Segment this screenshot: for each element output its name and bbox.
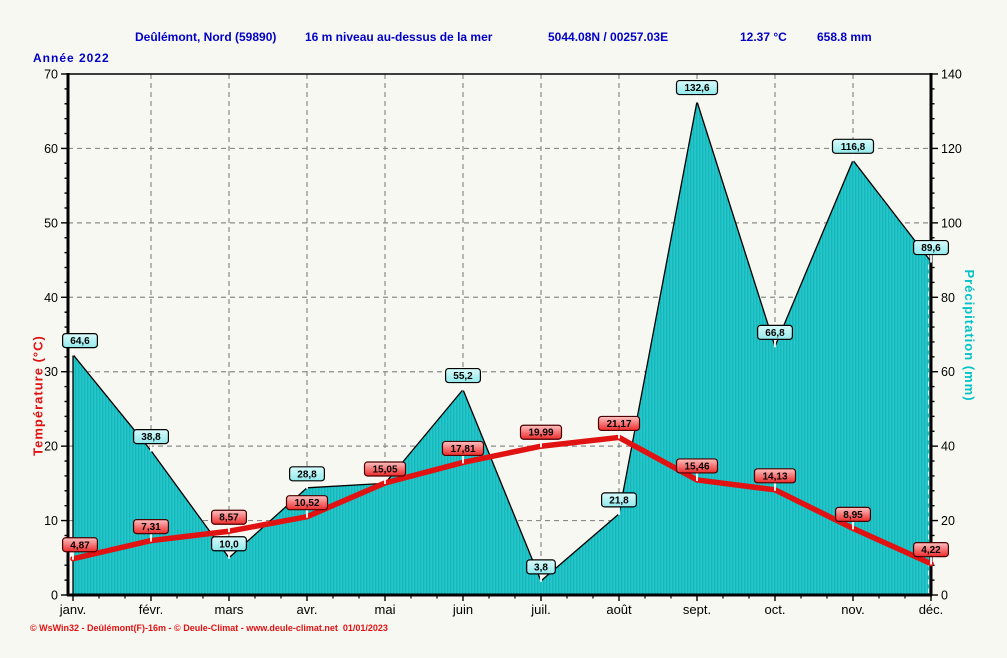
year-label: Année 2022	[33, 51, 110, 65]
temperature-point-label-text: 14,13	[762, 471, 787, 482]
precipitation-point-label-text: 66,8	[765, 328, 785, 339]
header-mean-temperature: 12.37 °C	[740, 30, 787, 44]
temperature-point-label-text: 4,87	[70, 540, 90, 551]
right-axis-tick-label: 80	[941, 291, 955, 305]
temperature-point-label-box	[519, 424, 563, 440]
temperature-point-label-text: 15,46	[684, 461, 709, 472]
precipitation-point-label-text: 10,0	[219, 539, 239, 550]
axes: 0 10 20 30 40 50 60 70 0 20 40 60 80 100 120 140 janv. fé…	[44, 68, 962, 618]
temperature-line-path	[70, 434, 934, 567]
temperature-point-label-box	[675, 458, 719, 474]
temperature-point-label-box	[597, 415, 641, 432]
precipitation-point-label-box	[133, 429, 170, 445]
month-label: oct.	[765, 602, 786, 617]
month-label: nov.	[841, 602, 865, 617]
right-axis-tick-label: 40	[941, 440, 955, 454]
header-coordinates: 5044.08N / 00257.03E	[548, 30, 669, 44]
temperature-point-label-text: 21,17	[606, 419, 631, 430]
temperature-point-label-box	[441, 440, 485, 457]
footer-credit: © WsWin32 - Deûlémont(F)-16m - © Deule-C…	[30, 623, 388, 633]
right-axis-tick-label: 60	[941, 365, 955, 379]
precipitation-area	[72, 101, 932, 596]
header-total-precipitation: 658.8 mm	[817, 30, 872, 44]
month-label: mars	[215, 602, 244, 617]
data-point-labels: 64,6 38,8 10,0 28,8 55,2 3,8 21,8 132,6 66,8 116,…	[61, 79, 949, 582]
temperature-point-label-box	[834, 506, 871, 522]
month-label: juin	[452, 602, 473, 617]
precipitation-point-label-box	[600, 492, 637, 508]
right-axis-tick-label: 20	[941, 514, 955, 528]
month-label: août	[606, 602, 632, 617]
temperature-point-label-box	[753, 468, 797, 484]
temperature-line	[70, 434, 934, 567]
precipitation-point-label-box	[526, 559, 556, 575]
right-axis-tick-label: 100	[941, 216, 962, 230]
precipitation-point-label-text: 55,2	[453, 371, 473, 382]
temperature-point-label-text: 8,95	[843, 510, 863, 521]
header-station: Deûlémont, Nord (59890)	[135, 30, 277, 44]
temperature-point-label-box	[133, 518, 170, 535]
left-axis-tick-label: 60	[44, 142, 58, 156]
precipitation-area-shape	[72, 101, 932, 596]
month-label: mai	[375, 602, 396, 617]
left-axis-tick-label: 70	[44, 68, 58, 82]
month-label: déc.	[919, 602, 944, 617]
precipitation-point-label-text: 38,8	[141, 432, 161, 443]
left-axis-tick-label: 0	[51, 589, 58, 603]
temperature-point-label-box	[61, 537, 98, 553]
left-axis-tick-label: 30	[44, 365, 58, 379]
precipitation-point-label-text: 21,8	[609, 495, 629, 506]
precipitation-point-label-text: 3,8	[534, 562, 548, 573]
temperature-point-label-box	[285, 495, 329, 511]
temperature-point-label-text: 15,05	[372, 464, 397, 475]
precipitation-point-label-box	[289, 466, 326, 482]
precipitation-point-label-box	[912, 239, 949, 256]
left-axis-tick-label: 40	[44, 291, 58, 305]
temperature-point-label-text: 7,31	[141, 522, 161, 533]
left-axis-tick-label: 20	[44, 440, 58, 454]
precipitation-point-label-box	[675, 79, 719, 96]
precipitation-point-label-text: 28,8	[297, 469, 317, 480]
precipitation-point-label-text: 89,6	[921, 243, 941, 254]
precipitation-point-label-text: 132,6	[684, 83, 709, 94]
month-label: févr.	[139, 602, 164, 617]
month-label: sept.	[683, 602, 711, 617]
month-label: avr.	[297, 602, 318, 617]
temperature-point-label-box	[912, 541, 949, 558]
precipitation-point-label-text: 116,8	[841, 142, 866, 153]
temperature-point-label-text: 17,81	[450, 444, 475, 455]
temperature-point-label-text: 8,57	[219, 513, 239, 524]
right-axis-tick-label: 140	[941, 68, 962, 82]
precipitation-point-label-box	[831, 138, 875, 154]
temperature-point-label-box	[211, 509, 248, 525]
precipitation-point-label-box	[61, 332, 98, 349]
temperature-point-label-text: 19,99	[528, 428, 553, 439]
month-label: janv.	[59, 602, 87, 617]
precipitation-point-label-text: 64,6	[70, 336, 90, 347]
temperature-point-label-text: 10,52	[294, 498, 319, 509]
left-axis-tick-label: 50	[44, 216, 58, 230]
precipitation-point-label-box	[211, 536, 248, 552]
header-elevation: 16 m niveau au-dessus de la mer	[305, 30, 493, 44]
month-label: juil.	[530, 602, 551, 617]
right-axis-tick-label: 0	[941, 589, 948, 603]
temperature-point-label-box	[363, 461, 407, 477]
precipitation-point-label-box	[445, 367, 482, 384]
left-axis-tick-label: 10	[44, 514, 58, 528]
temperature-point-label-text: 4,22	[921, 545, 941, 556]
right-axis-tick-label: 120	[941, 142, 962, 156]
precipitation-point-label-box	[756, 324, 793, 341]
